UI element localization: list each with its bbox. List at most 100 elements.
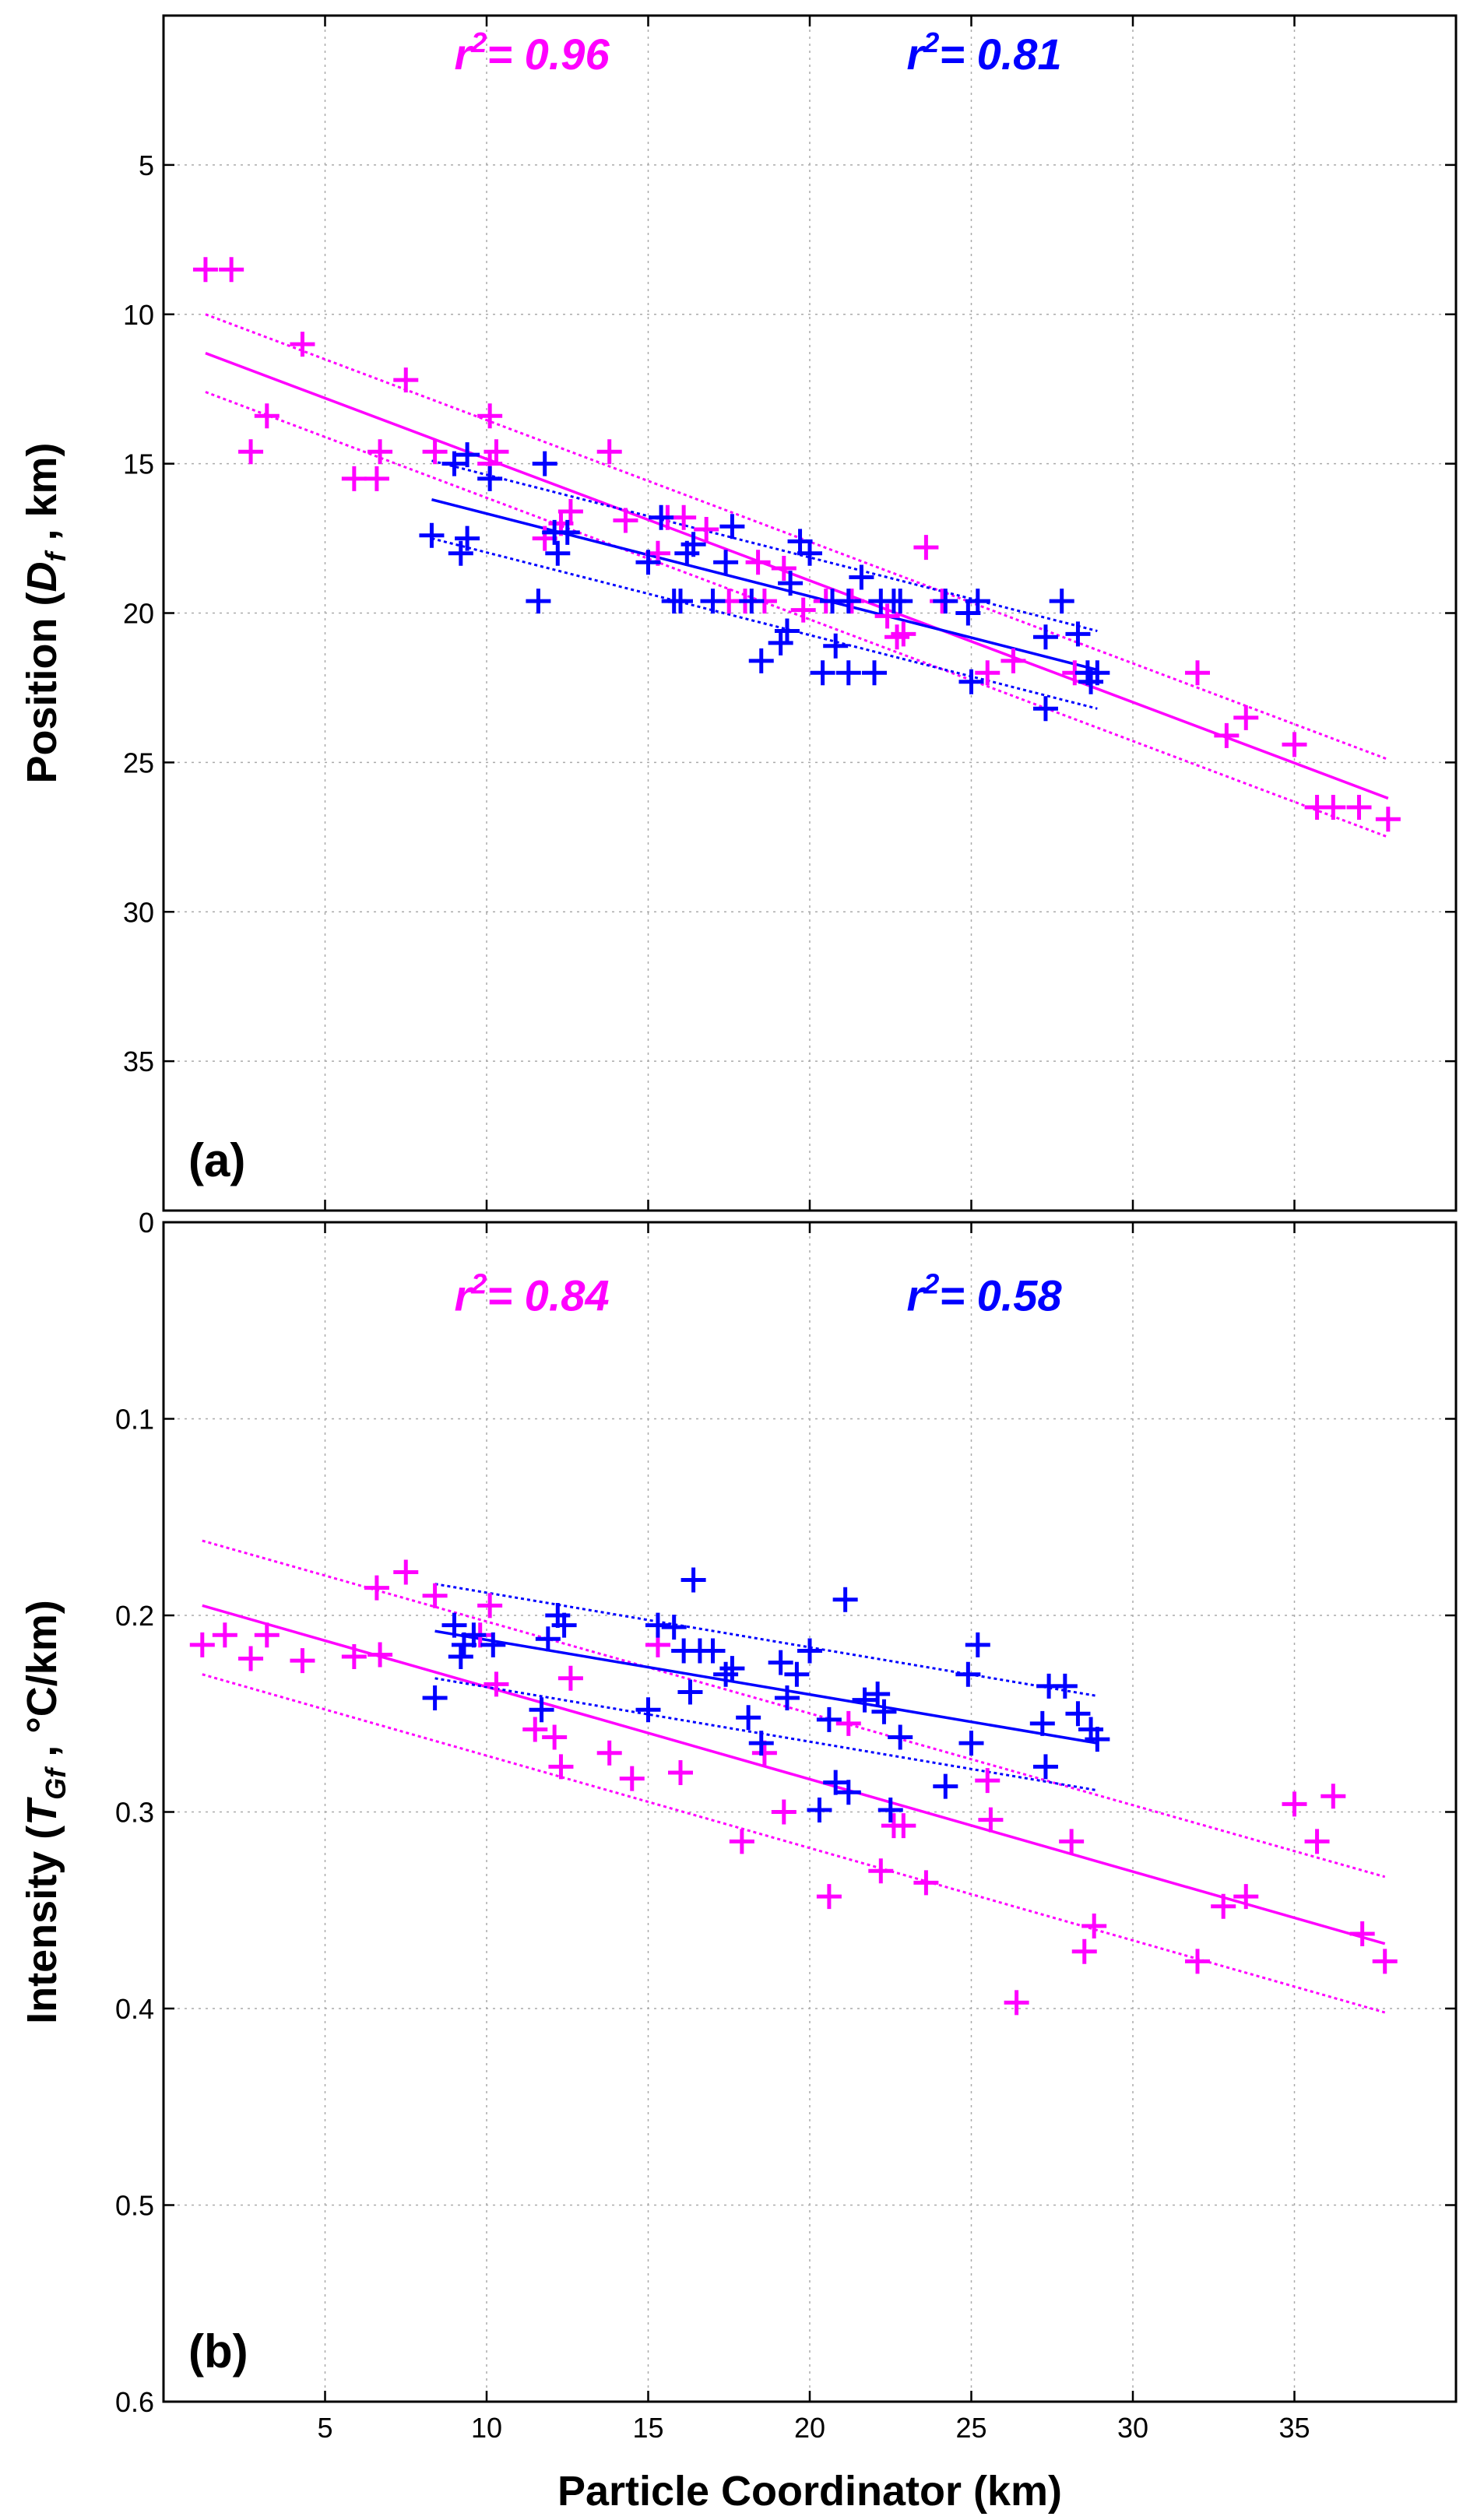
x-tick-label: 35 [1278, 2412, 1310, 2444]
magenta-point [212, 1622, 237, 1648]
magenta-point [364, 1575, 389, 1601]
magenta-point [745, 550, 771, 575]
magenta-point [596, 439, 622, 465]
y-axis-subscript: Gf [40, 1766, 72, 1800]
panel-b: 0 0.1 0.2 0.3 0.4 0.5 0.6 5 10 15 20 25 30 35 r2= 0.84… [19, 1207, 1458, 2444]
blue-point [680, 1567, 706, 1593]
magenta-point [668, 1760, 693, 1785]
magenta-point [913, 535, 939, 561]
blue-point [862, 660, 887, 686]
blue-point [958, 1731, 984, 1756]
blue-fit-line [434, 1629, 1098, 1745]
magenta-point [192, 257, 218, 283]
y-axis-variable: D [19, 562, 65, 592]
magenta-point [613, 508, 638, 533]
magenta-fit-line [205, 351, 1389, 800]
blue-band-lower [431, 537, 1098, 710]
blue-point [816, 1706, 842, 1732]
blue-point [849, 564, 874, 590]
blue-point [477, 466, 503, 491]
magenta-point [596, 1740, 622, 1766]
blue-point [1032, 1754, 1058, 1780]
magenta-point [341, 466, 367, 491]
blue-point [649, 504, 674, 530]
blue-point [835, 589, 861, 614]
magenta-point [238, 1646, 264, 1671]
magenta-point [891, 1813, 916, 1839]
r-squared-superscript: 2 [470, 26, 487, 58]
panel-a: 5 10 15 20 25 30 35 r2= 0.96 r2= 0.81 (a) Position… [19, 14, 1458, 1212]
magenta-band-lower [205, 391, 1389, 838]
y-axis-label: Position (Df , km) [19, 442, 72, 783]
blue-point [774, 1685, 800, 1711]
blue-point [1085, 1727, 1110, 1752]
blue-point [1032, 696, 1058, 722]
y-axis-variable: T [19, 1797, 65, 1826]
panel-label: (b) [188, 2325, 248, 2378]
magenta-point [771, 555, 797, 581]
blue-point [835, 660, 861, 686]
magenta-point [219, 257, 244, 283]
blue-point [1065, 1701, 1091, 1727]
magenta-point [290, 1648, 315, 1674]
r-squared-superscript: 2 [923, 26, 939, 58]
blue-point [835, 1780, 861, 1805]
x-tick-label: 5 [317, 2412, 332, 2444]
r-squared-label-magenta: r2= 0.84 [455, 1268, 610, 1320]
magenta-point [975, 660, 1001, 686]
blue-point [778, 571, 804, 596]
r-squared-value: = 0.84 [487, 1271, 609, 1320]
blue-point [529, 1697, 554, 1723]
magenta-band-upper [202, 1539, 1386, 1879]
blue-point [532, 451, 557, 476]
blue-point [448, 540, 473, 566]
r-squared-label-blue: r2= 0.81 [907, 26, 1062, 79]
blue-point [871, 1699, 897, 1724]
blue-point [719, 514, 745, 539]
magenta-point [671, 504, 697, 530]
blue-point [441, 451, 467, 476]
magenta-point [694, 517, 719, 543]
magenta-point [393, 367, 419, 393]
magenta-point [1001, 648, 1026, 673]
y-tick-label: 0.3 [115, 1797, 154, 1829]
y-tick-label: 0 [139, 1207, 154, 1239]
y-tick-label: 0.6 [115, 2386, 154, 2418]
magenta-point [1071, 1938, 1097, 1964]
blue-point [958, 669, 984, 694]
r-squared-value: = 0.96 [487, 30, 610, 79]
blue-point [661, 1615, 687, 1640]
y-tick-label: 25 [123, 747, 154, 778]
blue-point [455, 525, 480, 551]
magenta-point [835, 1710, 861, 1736]
blue-point [832, 1587, 858, 1612]
y-axis-subscript: f [40, 550, 72, 562]
magenta-point [477, 1593, 503, 1618]
blue-point [1029, 1710, 1055, 1736]
blue-point [713, 550, 739, 575]
blue-point [645, 1612, 670, 1638]
magenta-point [913, 1870, 939, 1896]
r-squared-label-magenta: r2= 0.96 [455, 26, 610, 79]
magenta-point [790, 597, 816, 623]
blue-band-upper [431, 459, 1098, 632]
blue-point [888, 589, 913, 614]
y-axis-units: , km) [19, 442, 65, 552]
blue-point [700, 589, 726, 614]
magenta-point [477, 403, 503, 429]
magenta-point [729, 1829, 754, 1854]
blue-point [680, 532, 706, 557]
magenta-point [522, 1717, 548, 1742]
r-squared-value: = 0.81 [939, 30, 1061, 79]
blue-point [1085, 660, 1110, 686]
blue-point [535, 1626, 561, 1652]
blue-point [455, 442, 480, 468]
x-tick-label: 15 [632, 2412, 663, 2444]
blue-point [1052, 1673, 1078, 1699]
magenta-point [422, 439, 448, 465]
magenta-point [1233, 705, 1259, 730]
magenta-point [254, 403, 280, 429]
y-tick-label: 20 [123, 598, 154, 630]
magenta-point [542, 1724, 568, 1750]
blue-point [748, 648, 774, 673]
